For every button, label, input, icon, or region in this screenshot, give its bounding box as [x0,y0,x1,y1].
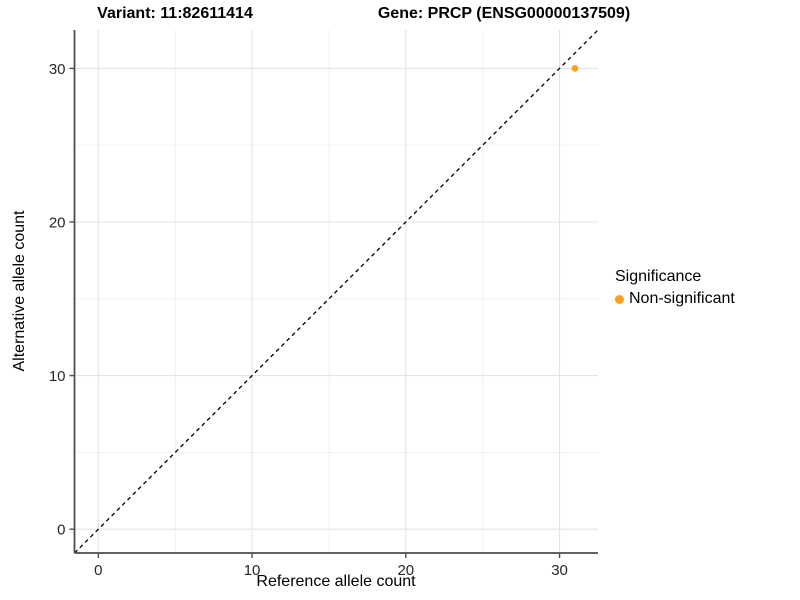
identity-reference-line [74,29,599,554]
x-tick-label: 10 [244,562,261,579]
legend-point-icon [615,294,624,304]
y-axis-title: Alternative allele count [11,210,28,372]
y-tick-label: 30 [49,61,66,78]
legend-item-label: Non-significant [629,290,735,307]
x-tick-label: 0 [94,562,102,579]
gene-title: Gene: PRCP (ENSG00000137509) [377,5,631,22]
variant-title: Variant: 11:82611414 [97,5,253,22]
x-axis-title: Reference allele count [256,573,416,590]
legend: Significance Non-significant [615,268,735,308]
y-tick-label: 0 [57,522,65,539]
legend-title: Significance [615,268,702,285]
legend-item: Non-significant [615,290,735,308]
y-tick-label: 20 [49,214,66,231]
x-tick-label: 30 [551,562,568,579]
y-tick-label: 10 [49,368,66,385]
x-tick-label: 20 [397,562,414,579]
data-point [571,64,579,72]
